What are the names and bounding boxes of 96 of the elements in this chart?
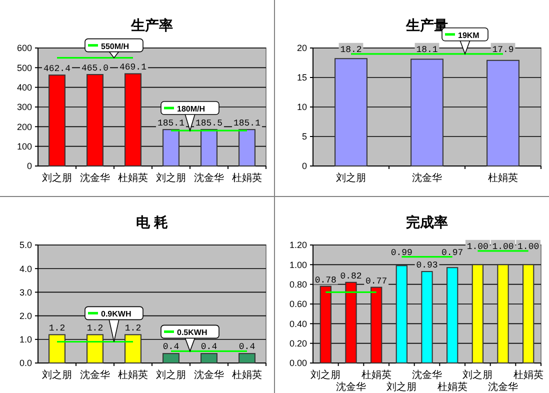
y-tick-label: 5	[302, 132, 307, 142]
legend-label: 19KM	[458, 30, 480, 40]
data-label: 0.99	[390, 248, 412, 258]
y-tick-label: 10	[296, 102, 307, 112]
x-tick-label: 杜娟英	[513, 369, 544, 381]
data-label: 0.97	[442, 248, 464, 258]
x-tick-label: 杜娟英	[437, 381, 468, 393]
bar	[370, 286, 382, 364]
data-label: 1.2	[48, 324, 66, 334]
y-tick-label: 1.00	[289, 260, 307, 270]
x-tick-label: 刘之朋	[156, 172, 186, 184]
x-tick-label: 刘之朋	[310, 369, 341, 381]
x-tick-label: 杜娟英	[118, 172, 148, 184]
x-tick-label: 杜娟英	[232, 369, 262, 381]
y-tick-label: 20	[296, 43, 307, 54]
data-label: 0.77	[366, 276, 388, 286]
legend-label: 0.5KWH	[177, 328, 208, 338]
data-label: 462.4	[43, 64, 71, 74]
x-tick-label: 沈金华	[80, 172, 110, 184]
x-tick-label: 沈金华	[488, 381, 518, 393]
y-tick-label: 0.80	[289, 279, 307, 290]
y-tick-label: 500	[16, 62, 32, 73]
data-label: 1.00	[466, 242, 488, 252]
data-label: 465.0	[81, 64, 109, 74]
data-label: 185.1	[157, 118, 185, 129]
bar	[48, 74, 66, 166]
bar	[86, 74, 104, 166]
chart-title: 完成率	[406, 214, 448, 230]
y-tick-label: 1.20	[289, 240, 307, 250]
y-tick-label: 4.0	[19, 264, 32, 274]
y-tick-label: 600	[16, 43, 32, 54]
data-label: 1.2	[86, 324, 104, 334]
data-label: 1.00	[518, 242, 540, 252]
x-tick-label: 沈金华	[412, 172, 442, 184]
legend-label: 550M/H	[101, 42, 130, 51]
data-label: 18.2	[340, 44, 362, 55]
data-label: 185.1	[233, 118, 261, 129]
y-tick-label: 300	[16, 102, 32, 112]
data-label: 185.5	[195, 118, 223, 129]
y-tick-label: 0	[26, 161, 32, 172]
x-tick-label: 沈金华	[80, 369, 110, 381]
chart-title: 生产率	[130, 17, 173, 33]
bar	[472, 264, 484, 364]
x-tick-label: 沈金华	[412, 369, 442, 381]
data-label: 18.1	[416, 44, 438, 55]
bar	[320, 286, 332, 364]
y-tick-label: 200	[16, 122, 32, 132]
y-tick-label: 0.00	[289, 358, 307, 368]
y-tick-label: 0.40	[289, 318, 307, 329]
bar	[200, 129, 218, 166]
x-tick-label: 杜娟英	[118, 369, 148, 381]
x-tick-label: 刘之朋	[336, 172, 366, 184]
data-label: 0.93	[416, 260, 438, 271]
data-label: 1.00	[492, 242, 514, 252]
y-tick-label: 3.0	[19, 287, 32, 298]
y-tick-label: 1.0	[19, 334, 32, 345]
x-tick-label: 杜娟英	[488, 172, 518, 184]
x-tick-label: 刘之朋	[156, 369, 186, 381]
data-label: 0.4	[200, 342, 218, 352]
x-tick-label: 杜娟英	[232, 172, 262, 184]
y-tick-label: 0.20	[289, 338, 307, 348]
y-tick-label: 5.0	[19, 240, 32, 250]
y-tick-label: 2.0	[19, 310, 32, 321]
chart-title: 电 耗	[136, 214, 168, 230]
data-label: 0.82	[340, 271, 362, 282]
bar	[497, 264, 509, 364]
data-label: 17.9	[492, 44, 514, 55]
x-tick-label: 刘之朋	[42, 369, 72, 381]
y-tick-label: 400	[16, 82, 32, 92]
bar	[446, 267, 458, 364]
y-tick-label: 0.60	[289, 299, 307, 310]
y-tick-label: 0	[302, 161, 307, 172]
bar	[238, 129, 256, 166]
data-label: 469.1	[119, 62, 147, 73]
bar	[522, 264, 534, 364]
data-label: 0.4	[162, 342, 180, 352]
bar	[345, 282, 357, 364]
x-tick-label: 沈金华	[194, 172, 224, 184]
legend-label: 0.9KWH	[101, 310, 132, 319]
y-tick-label: 100	[16, 141, 32, 152]
x-tick-label: 刘之朋	[42, 172, 72, 184]
y-tick-label: 15	[296, 72, 307, 83]
data-label: 0.4	[238, 342, 256, 352]
data-label: 0.78	[314, 275, 336, 286]
bar	[396, 265, 408, 364]
bar	[421, 271, 433, 364]
bar	[124, 73, 142, 166]
data-label: 1.2	[124, 324, 142, 334]
x-tick-label: 刘之朋	[386, 381, 417, 393]
y-tick-label: 0.0	[19, 358, 32, 368]
x-tick-label: 沈金华	[336, 381, 366, 393]
x-tick-label: 刘之朋	[462, 369, 493, 381]
bar	[162, 129, 180, 166]
legend-label: 180M/H	[177, 104, 206, 114]
x-tick-label: 沈金华	[194, 369, 224, 381]
x-tick-label: 杜娟英	[361, 369, 392, 381]
